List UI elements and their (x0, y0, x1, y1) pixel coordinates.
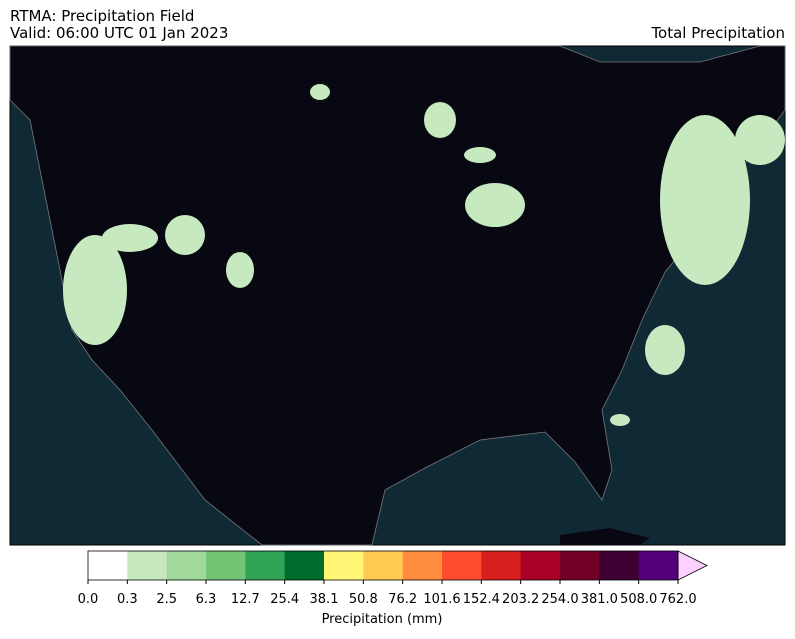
right-title: Total Precipitation (650, 24, 785, 42)
colorbar-tick-label: 152.4 (463, 592, 500, 607)
colorbar-tick-label: 762.0 (659, 592, 696, 607)
colorbar-tick-label: 25.4 (270, 592, 299, 607)
colorbar-tick-label: 38.1 (310, 592, 339, 607)
precipitation (63, 84, 785, 426)
colorbar: 0.0 0.3 2.5 6.3 12.7 25.4 38.1 50.8 76.2 101.6 152… (78, 550, 708, 607)
colorbar-segment (127, 551, 168, 580)
colorbar-outline (87, 550, 679, 581)
colorbar-tick-label: 381.0 (581, 592, 618, 607)
colorbar-tick-label: 50.8 (349, 592, 378, 607)
colorbar-label: Precipitation (mm) (322, 612, 443, 627)
colorbar-segment (560, 551, 600, 580)
colorbar-segment (442, 551, 482, 580)
colorbar-segment (363, 551, 404, 580)
colorbar-segment (481, 551, 522, 580)
map (9, 45, 786, 546)
colorbar-segment (599, 551, 640, 580)
cuba (560, 528, 650, 545)
colorbar-extend (677, 550, 708, 581)
colorbar-tick-label: 6.3 (196, 592, 217, 607)
colorbar-segment (402, 551, 443, 580)
colorbar-segment (324, 551, 364, 580)
colorbar-tick-label: 76.2 (388, 592, 417, 607)
colorbar-tick-label: 12.7 (231, 592, 260, 607)
colorbar-segment (284, 551, 325, 580)
colorbar-segment (245, 551, 286, 580)
valid-time: Valid: 06:00 UTC 01 Jan 2023 (10, 24, 228, 42)
colorbar-tick-label: 203.2 (502, 592, 539, 607)
colorbar-tick-label: 0.0 (78, 592, 99, 607)
colorbar-tick-label: 0.3 (117, 592, 138, 607)
colorbar-tick-label: 254.0 (541, 592, 578, 607)
colorbar-segment (88, 551, 128, 580)
colorbar-tick-label: 508.0 (620, 592, 657, 607)
colorbar-segment (638, 551, 679, 580)
colorbar-tick-label: 101.6 (423, 592, 460, 607)
colorbar-tick-label: 2.5 (156, 592, 177, 607)
colorbar-segment (206, 551, 246, 580)
title: RTMA: Precipitation Field (10, 7, 194, 25)
colorbar-segment (166, 551, 207, 580)
colorbar-segment (520, 551, 561, 580)
